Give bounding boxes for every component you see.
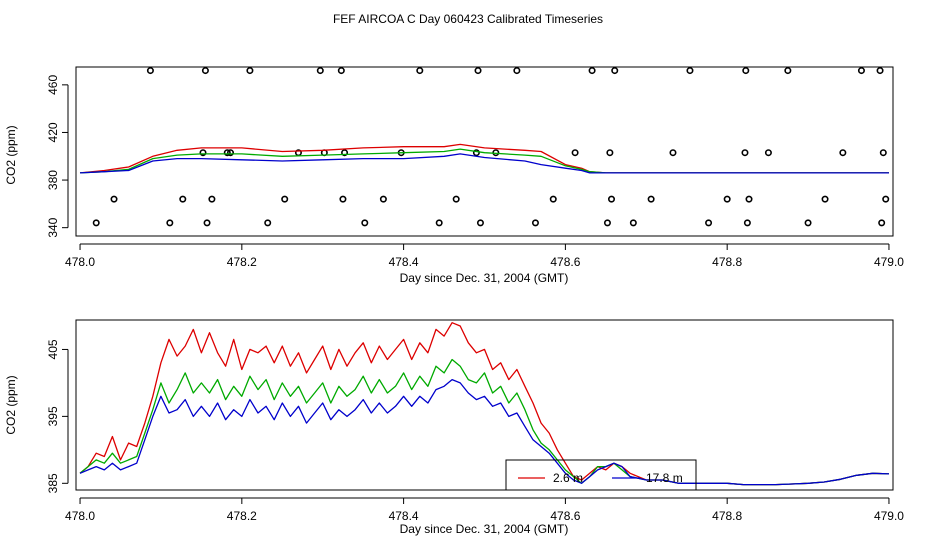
bottom-x-tick-label: 478.6 (550, 509, 580, 523)
top-scatter-point (647, 195, 655, 203)
top-scatter-point (603, 219, 611, 227)
top-series-line-s7 (79, 148, 889, 174)
top-scatter-point (513, 67, 521, 75)
top-scatter-point (208, 195, 216, 203)
top-scatter-point (839, 149, 847, 157)
top-scatter-point (435, 219, 443, 227)
top-scatter-point (316, 67, 324, 75)
top-scatter-point (879, 149, 887, 157)
top-scatter-point (203, 219, 211, 227)
top-scatter-point (743, 219, 751, 227)
top-scatter-point (337, 67, 345, 75)
top-scatter-point (416, 67, 424, 75)
top-scatter-point (821, 195, 829, 203)
top-y-tick-label: 460 (46, 75, 60, 95)
top-scatter-point (339, 195, 347, 203)
top-scatter-point (110, 195, 118, 203)
top-scatter-point (882, 195, 890, 203)
top-panel: Day since Dec. 31, 2004 (GMT) CO2 (ppm) … (4, 66, 904, 285)
top-scatter-point (669, 149, 677, 157)
top-scatter-point (92, 219, 100, 227)
bottom-panel: Day since Dec. 31, 2004 (GMT) CO2 (ppm) … (4, 319, 904, 536)
bottom-x-tick-label: 478.0 (65, 509, 95, 523)
top-scatter-point (878, 219, 886, 227)
top-scatter-point (472, 149, 480, 157)
top-scatter-point (379, 195, 387, 203)
bottom-x-tick-label: 479.0 (874, 509, 904, 523)
top-x-tick-label: 478.2 (227, 255, 257, 269)
legend-label-s26: 2.6 m (553, 471, 583, 485)
top-scatter-point (474, 67, 482, 75)
top-plot-frame (75, 66, 894, 237)
top-scatter-point (264, 219, 272, 227)
top-x-tick-label: 478.6 (550, 255, 580, 269)
top-scatter-point (246, 67, 254, 75)
top-scatter-point (723, 195, 731, 203)
top-scatter-point (588, 67, 596, 75)
top-scatter-point (764, 149, 772, 157)
top-scatter-point (452, 195, 460, 203)
bottom-series-line-s7 (79, 358, 890, 486)
top-scatter-point (571, 149, 579, 157)
top-scatter-point (705, 219, 713, 227)
top-scatter-point (857, 67, 865, 75)
top-y-tick-label: 420 (46, 122, 60, 142)
top-scatter-point (745, 195, 753, 203)
top-series-line-s18 (79, 153, 889, 174)
top-scatter-point (341, 149, 349, 157)
top-y-axis-label: CO2 (ppm) (4, 125, 18, 184)
top-y-tick-label: 340 (46, 217, 60, 237)
top-scatter-point (361, 219, 369, 227)
top-scatter-point (281, 195, 289, 203)
top-scatter-point (223, 149, 231, 157)
legend-label-s18: 17.8 m (646, 471, 683, 485)
figure-title: FEF AIRCOA C Day 060423 Calibrated Times… (333, 12, 603, 26)
bottom-y-tick-label: 405 (46, 339, 60, 359)
top-scatter-point (629, 219, 637, 227)
top-x-tick-label: 478.8 (712, 255, 742, 269)
top-scatter-point (804, 219, 812, 227)
bottom-series-line-s26 (79, 322, 890, 486)
top-x-tick-label: 478.0 (65, 255, 95, 269)
top-scatter-point (179, 195, 187, 203)
top-x-tick-label: 478.4 (389, 255, 419, 269)
top-scatter-point (784, 67, 792, 75)
bottom-y-axis-label: CO2 (ppm) (4, 375, 18, 434)
top-scatter-point (549, 195, 557, 203)
bottom-y-tick-label: 385 (46, 473, 60, 493)
top-scatter-point (476, 219, 484, 227)
bottom-x-axis-label: Day since Dec. 31, 2004 (GMT) (400, 522, 569, 536)
bottom-x-tick-label: 478.8 (712, 509, 742, 523)
top-scatter-point (227, 149, 235, 157)
top-scatter-point (607, 195, 615, 203)
top-scatter-point (742, 67, 750, 75)
top-y-tick-label: 380 (46, 170, 60, 190)
bottom-y-tick-label: 395 (46, 406, 60, 426)
top-x-axis-label: Day since Dec. 31, 2004 (GMT) (400, 271, 569, 285)
top-scatter-point (531, 219, 539, 227)
bottom-plot-frame (75, 319, 894, 491)
legend: 2.6 m 17.8 m (505, 459, 697, 491)
top-x-tick-label: 479.0 (874, 255, 904, 269)
bottom-x-tick-label: 478.4 (389, 509, 419, 523)
top-scatter-point (166, 219, 174, 227)
top-scatter-point (201, 67, 209, 75)
top-scatter-point (876, 67, 884, 75)
top-scatter-point (606, 149, 614, 157)
top-scatter-point (741, 149, 749, 157)
top-scatter-point (611, 67, 619, 75)
top-scatter-point (686, 67, 694, 75)
bottom-x-tick-label: 478.2 (227, 509, 257, 523)
top-scatter-point (199, 149, 207, 157)
legend-box (505, 459, 697, 491)
bottom-series-line-s18 (79, 378, 890, 486)
top-scatter-point (146, 67, 154, 75)
